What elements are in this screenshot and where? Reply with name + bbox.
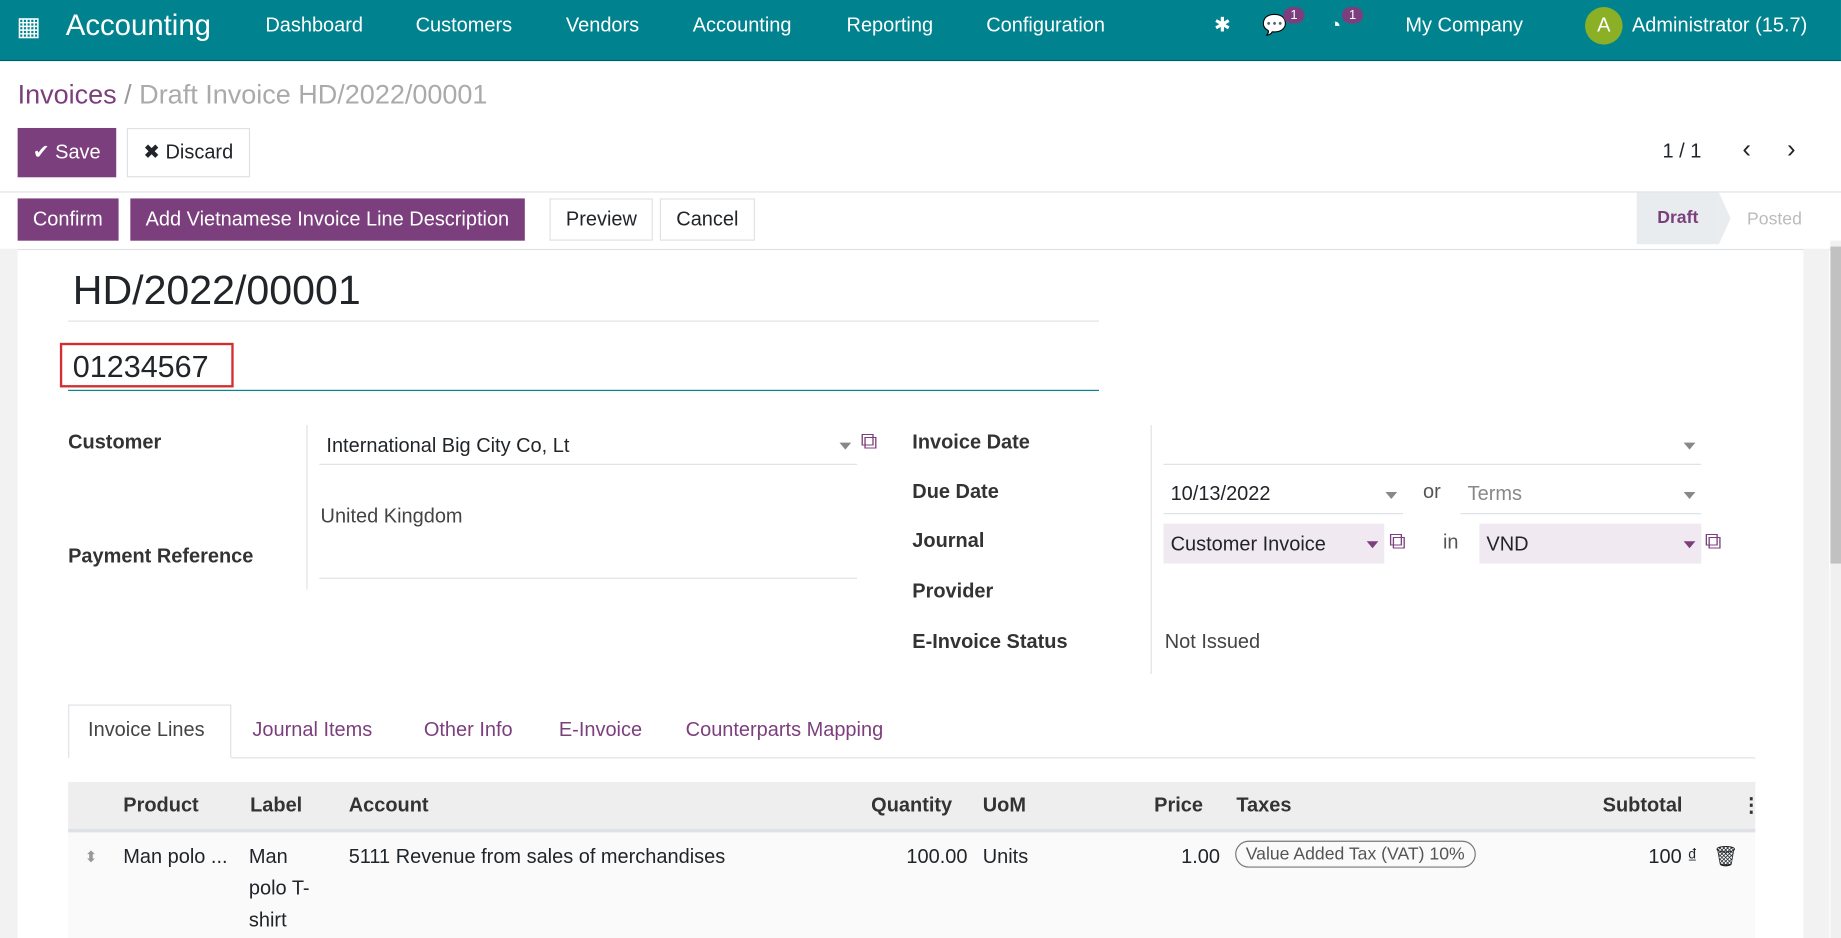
statusbar xyxy=(0,191,1841,251)
menu-dashboard[interactable]: Dashboard xyxy=(265,14,363,37)
header-taxes[interactable]: Taxes xyxy=(1236,793,1292,816)
cell-subtotal: 100 ₫ xyxy=(1648,845,1698,868)
check-icon: ✔ xyxy=(32,140,56,164)
messages-badge: 1 xyxy=(1283,7,1305,24)
journal-value: Customer Invoice xyxy=(1170,533,1326,556)
cancel-button[interactable]: Cancel xyxy=(659,198,755,241)
tax-tag[interactable]: Value Added Tax (VAT) 10% xyxy=(1235,840,1476,868)
cell-uom[interactable]: Units xyxy=(982,845,1029,868)
activities-clock-icon[interactable]: ◔ xyxy=(1329,14,1342,37)
einvoice-status-value: Not Issued xyxy=(1164,630,1261,653)
due-date-label: Due Date xyxy=(912,480,999,503)
save-button[interactable]: ✔ Save xyxy=(17,127,116,178)
tab-other-info[interactable]: Other Info xyxy=(423,718,513,741)
drag-handle-icon[interactable]: ⬍ xyxy=(84,847,98,866)
header-account[interactable]: Account xyxy=(348,793,429,816)
customer-label: Customer xyxy=(68,430,162,454)
terms-dropdown-icon[interactable] xyxy=(1683,491,1696,499)
currency-value: VND xyxy=(1486,533,1529,556)
cell-label[interactable]: Man polo T-shirt xyxy=(248,845,310,932)
menu-configuration[interactable]: Configuration xyxy=(986,14,1105,37)
previous-record-icon[interactable]: ‹ xyxy=(1742,133,1751,164)
header-quantity[interactable]: Quantity xyxy=(871,793,953,816)
confirm-button[interactable]: Confirm xyxy=(17,198,119,241)
cell-product[interactable]: Man polo ... xyxy=(123,845,228,868)
cell-price[interactable]: 1.00 xyxy=(1181,845,1220,868)
close-icon: ✖ xyxy=(143,140,166,164)
delete-trash-icon[interactable]: 🗑 xyxy=(1713,845,1739,868)
customer-address: United Kingdom xyxy=(320,504,463,528)
status-posted[interactable]: Posted xyxy=(1747,208,1802,229)
external-link-icon[interactable]: ⧉ xyxy=(860,428,878,455)
currency-field[interactable] xyxy=(1479,523,1702,564)
menu-reporting[interactable]: Reporting xyxy=(846,14,934,37)
header-price[interactable]: Price xyxy=(1154,793,1203,816)
avatar[interactable]: A xyxy=(1585,7,1623,45)
activities-badge: 1 xyxy=(1341,7,1364,24)
journal-external-link-icon[interactable]: ⧉ xyxy=(1388,528,1406,555)
highlight-box xyxy=(59,342,234,388)
discard-button[interactable]: ✖ Discard xyxy=(126,127,250,178)
invoice-number: HD/2022/00001 xyxy=(72,267,361,314)
top-navbar: ▦ Accounting Dashboard Customers Vendors… xyxy=(0,0,1841,62)
currency-dropdown-icon[interactable] xyxy=(1683,541,1696,549)
menu-accounting[interactable]: Accounting xyxy=(692,14,792,37)
user-menu[interactable]: Administrator (15.7) xyxy=(1631,14,1808,37)
journal-label: Journal xyxy=(912,529,985,552)
optional-columns-icon[interactable]: ⋮ xyxy=(1741,793,1762,816)
reference-field[interactable] xyxy=(68,346,1099,391)
header-uom[interactable]: UoM xyxy=(982,793,1026,816)
messages-icon[interactable]: 💬 xyxy=(1262,14,1288,37)
preview-button[interactable]: Preview xyxy=(549,198,654,241)
journal-field[interactable] xyxy=(1163,523,1385,564)
table-header xyxy=(68,781,1756,833)
tab-e-invoice[interactable]: E-Invoice xyxy=(558,718,643,741)
status-draft: Draft xyxy=(1636,192,1719,245)
app-name[interactable]: Accounting xyxy=(65,9,211,43)
tab-invoice-lines[interactable]: Invoice Lines xyxy=(88,718,205,741)
breadcrumb: Invoices / Draft Invoice HD/2022/00001 xyxy=(17,78,488,110)
in-text: in xyxy=(1442,530,1459,554)
journal-dropdown-icon[interactable] xyxy=(1366,541,1379,549)
tab-journal-items[interactable]: Journal Items xyxy=(252,718,373,741)
breadcrumb-current: Draft Invoice HD/2022/00001 xyxy=(139,78,488,110)
company-switcher[interactable]: My Company xyxy=(1405,14,1523,37)
or-text: or xyxy=(1423,480,1441,503)
header-subtotal[interactable]: Subtotal xyxy=(1602,793,1683,816)
customer-dropdown-icon[interactable] xyxy=(839,442,852,450)
einvoice-status-label: E-Invoice Status xyxy=(912,630,1068,653)
invoice-date-field[interactable] xyxy=(1163,463,1702,465)
menu-customers[interactable]: Customers xyxy=(415,14,513,37)
invoice-date-label: Invoice Date xyxy=(912,430,1030,454)
header-label[interactable]: Label xyxy=(250,793,303,816)
due-date-dropdown-icon[interactable] xyxy=(1385,491,1398,499)
scrollbar[interactable] xyxy=(1830,240,1841,938)
apps-menu-icon[interactable]: ▦ xyxy=(16,11,41,42)
invoice-date-dropdown-icon[interactable] xyxy=(1683,442,1696,450)
cell-account[interactable]: 5111 Revenue from sales of merchandises xyxy=(348,845,726,868)
customer-field[interactable]: International Big City Co, Lt xyxy=(326,434,570,457)
due-date-field[interactable]: 10/13/2022 xyxy=(1170,482,1271,505)
payment-reference-label: Payment Reference xyxy=(68,544,254,568)
menu-vendors[interactable]: Vendors xyxy=(565,14,640,37)
debug-bug-icon[interactable]: ✱ xyxy=(1214,14,1231,37)
provider-label: Provider xyxy=(912,580,994,603)
pager-value[interactable]: 1 / 1 xyxy=(1662,139,1702,163)
header-product[interactable]: Product xyxy=(123,793,199,816)
next-record-icon[interactable]: › xyxy=(1786,133,1796,164)
tab-counterparts-mapping[interactable]: Counterparts Mapping xyxy=(685,718,884,741)
breadcrumb-invoices[interactable]: Invoices xyxy=(17,78,117,110)
reference-input[interactable]: 01234567 xyxy=(72,348,209,384)
cell-quantity[interactable]: 100.00 xyxy=(906,845,968,868)
currency-external-link-icon[interactable]: ⧉ xyxy=(1704,528,1722,555)
terms-field[interactable]: Terms xyxy=(1467,482,1522,505)
add-vietnamese-description-button[interactable]: Add Vietnamese Invoice Line Description xyxy=(130,198,525,241)
